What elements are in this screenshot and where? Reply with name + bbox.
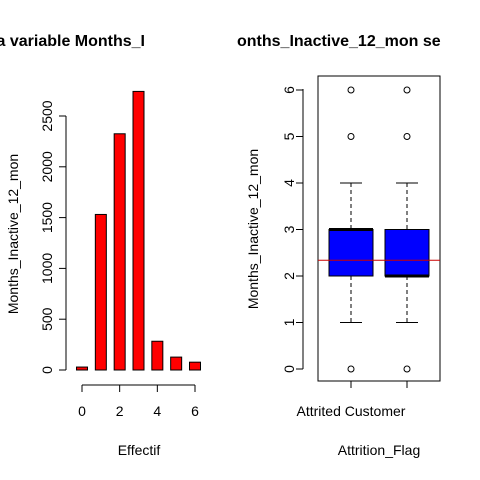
histogram-y-tick-label: 1000 xyxy=(39,253,55,284)
boxplot-y-tick-label: 6 xyxy=(281,86,297,94)
box-body xyxy=(385,230,429,277)
boxplot-x-ticks: Attrited Customer xyxy=(297,381,407,419)
histogram-y-ticks: 0 500 1000 1500 2000 2500 xyxy=(39,100,66,374)
outlier-point xyxy=(404,134,410,140)
box-body xyxy=(329,230,373,277)
boxplot-y-ticks: 0 1 2 3 4 5 6 xyxy=(281,86,303,373)
outlier-point xyxy=(404,366,410,372)
boxplot-y-tick-label: 0 xyxy=(281,365,297,373)
histogram-x-label: Effectif xyxy=(118,442,161,458)
histogram-chart: 0 2 4 6 0 500 1000 1500 2000 2500 Effectif Month… xyxy=(5,91,201,458)
histogram-bar-4 xyxy=(152,341,163,370)
histogram-bar-3 xyxy=(133,91,144,370)
outlier-point xyxy=(348,134,354,140)
boxplot-boxes xyxy=(329,87,429,372)
boxplot-x-tick-label: Attrited Customer xyxy=(297,403,406,419)
histogram-bar-5 xyxy=(171,357,182,370)
histogram-x-ticks: 0 2 4 6 xyxy=(78,385,199,419)
outlier-point xyxy=(348,366,354,372)
boxplot-y-tick-label: 3 xyxy=(281,225,297,233)
boxplot-x-label: Attrition_Flag xyxy=(338,442,420,458)
right-chart-title: onths_Inactive_12_mon se xyxy=(237,33,441,50)
histogram-y-tick-label: 2000 xyxy=(39,151,55,182)
histogram-bar-6 xyxy=(190,362,201,370)
histogram-x-tick-label: 0 xyxy=(78,403,86,419)
boxplot-y-tick-label: 5 xyxy=(281,132,297,140)
boxplot-y-tick-label: 2 xyxy=(281,272,297,280)
outlier-point xyxy=(404,87,410,93)
histogram-y-label: Months_Inactive_12_mon xyxy=(5,154,21,314)
histogram-y-tick-label: 0 xyxy=(39,366,55,374)
histogram-x-tick-label: 4 xyxy=(153,403,161,419)
histogram-bar-1 xyxy=(95,214,106,370)
histogram-bars xyxy=(77,91,201,370)
left-chart-title: me de la variable Months_I xyxy=(0,33,145,50)
boxplot-chart: 0 1 2 3 4 5 6 Attrited Customer Attrition_Flag… xyxy=(245,76,440,458)
boxplot-y-tick-label: 4 xyxy=(281,179,297,187)
histogram-x-tick-label: 6 xyxy=(191,403,199,419)
histogram-y-tick-label: 1500 xyxy=(39,202,55,233)
histogram-bar-2 xyxy=(114,134,125,370)
histogram-bar-0 xyxy=(77,367,88,370)
boxplot-y-label: Months_Inactive_12_mon xyxy=(245,149,261,309)
histogram-y-tick-label: 500 xyxy=(39,307,55,331)
histogram-x-tick-label: 2 xyxy=(116,403,124,419)
boxplot-y-tick-label: 1 xyxy=(281,318,297,326)
histogram-y-tick-label: 2500 xyxy=(39,100,55,131)
outlier-point xyxy=(348,87,354,93)
